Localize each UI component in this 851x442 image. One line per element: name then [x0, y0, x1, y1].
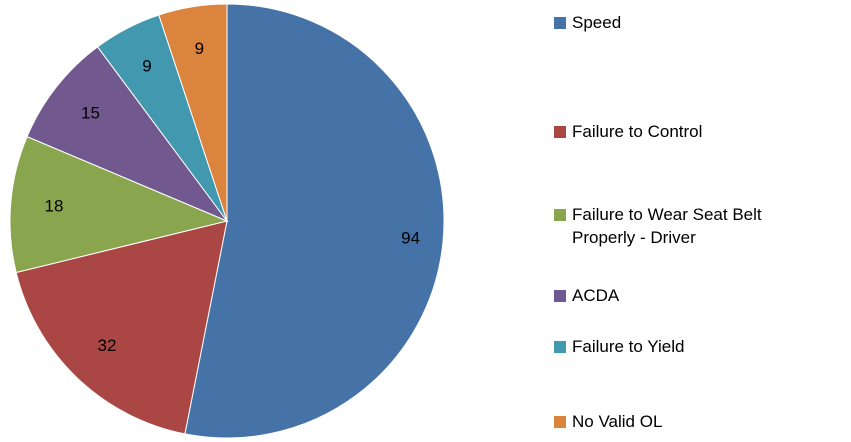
- legend-swatch: [554, 209, 566, 221]
- pie-slice: [158, 3, 228, 222]
- pie-slice: [184, 3, 445, 439]
- data-label: 9: [142, 56, 151, 75]
- data-label: 94: [401, 228, 420, 247]
- legend-item: Failure to Wear Seat Belt Properly - Dri…: [554, 205, 807, 249]
- legend-item: Failure to Control: [554, 122, 807, 143]
- legend-label: No Valid OL: [572, 412, 663, 431]
- data-label: 18: [44, 197, 63, 216]
- chart: 94 32 18 15 9 9: [9, 3, 445, 439]
- legend-swatch: [554, 416, 566, 428]
- legend-label: ACDA: [572, 286, 620, 305]
- legend-item: ACDA: [554, 286, 807, 307]
- data-label: 15: [81, 103, 100, 122]
- legend-swatch: [554, 341, 566, 353]
- legend-item: Speed: [554, 13, 807, 34]
- legend-label: Failure to Wear Seat Belt Properly - Dri…: [572, 205, 762, 247]
- data-label: 32: [98, 336, 117, 355]
- pie-slice: [9, 135, 229, 274]
- legend-item: Failure to Yield: [554, 337, 807, 358]
- legend-swatch: [554, 290, 566, 302]
- pie-slice: [26, 46, 229, 223]
- legend-label: Failure to Yield: [572, 337, 685, 356]
- legend-item: No Valid OL: [554, 412, 807, 433]
- legend-label: Speed: [572, 13, 622, 32]
- legend: Speed Failure to Control Failure to Wear S…: [554, 0, 844, 442]
- legend-swatch: [554, 126, 566, 138]
- data-label: 9: [195, 39, 204, 58]
- legend-swatch: [554, 17, 566, 29]
- legend-label: Failure to Control: [572, 122, 703, 141]
- pie-slice: [15, 220, 228, 435]
